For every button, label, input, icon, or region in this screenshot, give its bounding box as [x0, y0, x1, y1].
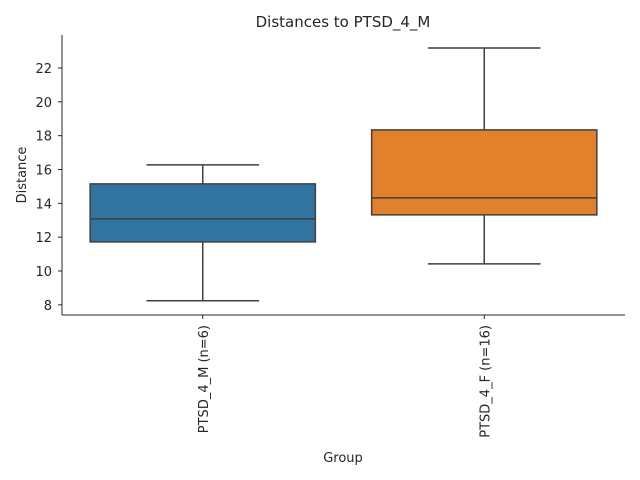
y-tick-label: 16 — [35, 164, 52, 179]
box-group — [89, 164, 317, 302]
box-iqr — [89, 183, 317, 243]
y-axis-label: Distance — [15, 147, 30, 204]
box-iqr — [370, 129, 598, 216]
x-tick-label: PTSD_4_F (n=16) — [478, 325, 493, 438]
y-tick-label: 8 — [44, 299, 52, 314]
y-tick-label: 14 — [35, 197, 52, 212]
y-tick-label: 12 — [35, 231, 52, 246]
y-tick-label: 18 — [35, 130, 52, 145]
y-tick-label: 10 — [35, 265, 52, 280]
y-tick-label: 20 — [35, 96, 52, 111]
x-axis-label: Group — [323, 451, 363, 466]
y-tick-label: 22 — [35, 62, 52, 77]
x-tick-label: PTSD_4_M (n=6) — [197, 325, 212, 433]
chart-title: Distances to PTSD_4_M — [256, 13, 431, 32]
box-group — [370, 47, 598, 265]
